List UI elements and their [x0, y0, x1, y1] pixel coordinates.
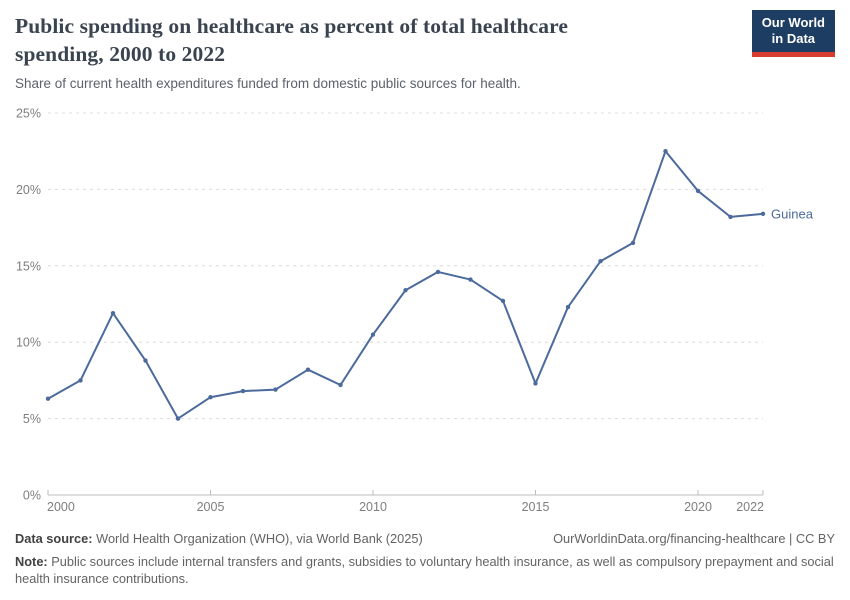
data-point: [45, 396, 51, 401]
data-source-text: World Health Organization (WHO), via Wor…: [96, 531, 423, 546]
data-point: [78, 378, 83, 383]
note-label: Note:: [15, 554, 48, 570]
data-point: [760, 211, 766, 217]
data-point: [630, 240, 636, 246]
y-tick-label: 10%: [16, 336, 41, 350]
data-point: [175, 416, 181, 421]
owid-logo: Our World in Data: [751, 10, 835, 57]
y-tick-label: 5%: [23, 412, 41, 426]
series-label: Guinea: [771, 206, 814, 221]
data-source: Data source: World Health Organization (…: [15, 531, 423, 547]
data-point: [500, 298, 506, 304]
logo-line-2: in Data: [771, 31, 816, 47]
data-source-label: Data source:: [15, 531, 93, 546]
chart-title: Public spending on healthcare as percent…: [15, 14, 569, 67]
note-text: Public sources include internal transfer…: [15, 554, 834, 586]
data-line-guinea: [47, 150, 764, 420]
owid-link[interactable]: OurWorldinData.org/financing-healthcare …: [553, 531, 835, 546]
data-point: [435, 269, 441, 275]
y-tick-label: 20%: [16, 183, 41, 197]
y-tick-label: 0%: [23, 489, 41, 503]
data-point: [468, 277, 473, 282]
x-tick-label: 2010: [359, 500, 387, 514]
data-point: [305, 367, 311, 372]
x-tick-label: 2005: [197, 500, 225, 514]
chart-footer: Data source: World Health Organization (…: [15, 531, 835, 587]
data-point: [110, 310, 116, 316]
data-point: [240, 388, 246, 394]
data-point: [663, 149, 668, 154]
data-point: [533, 381, 538, 386]
data-point: [598, 259, 603, 264]
line-chart-canvas: 0% 5% 10% 15% 20% 25% 2000 2005 2010 2015 2020 2022…: [16, 107, 814, 515]
data-point: [728, 214, 733, 220]
data-point: [208, 395, 213, 400]
data-point: [403, 288, 408, 293]
chart-subtitle: Share of current health expenditures fun…: [15, 76, 521, 91]
data-point: [695, 188, 701, 194]
x-tick-label: 2020: [684, 500, 712, 514]
data-point: [143, 358, 148, 363]
data-point: [565, 304, 571, 310]
data-point: [273, 387, 278, 392]
y-tick-label: 15%: [16, 259, 41, 273]
data-point: [338, 382, 343, 388]
chart-note: Note: Public sources include internal tr…: [15, 554, 835, 587]
y-tick-label: 25%: [16, 107, 41, 121]
data-point: [370, 332, 376, 337]
x-tick-label: 2022: [736, 500, 764, 514]
logo-line-1: Our World: [761, 15, 825, 30]
x-tick-label: 2000: [47, 500, 75, 514]
x-tick-label: 2015: [522, 500, 550, 514]
